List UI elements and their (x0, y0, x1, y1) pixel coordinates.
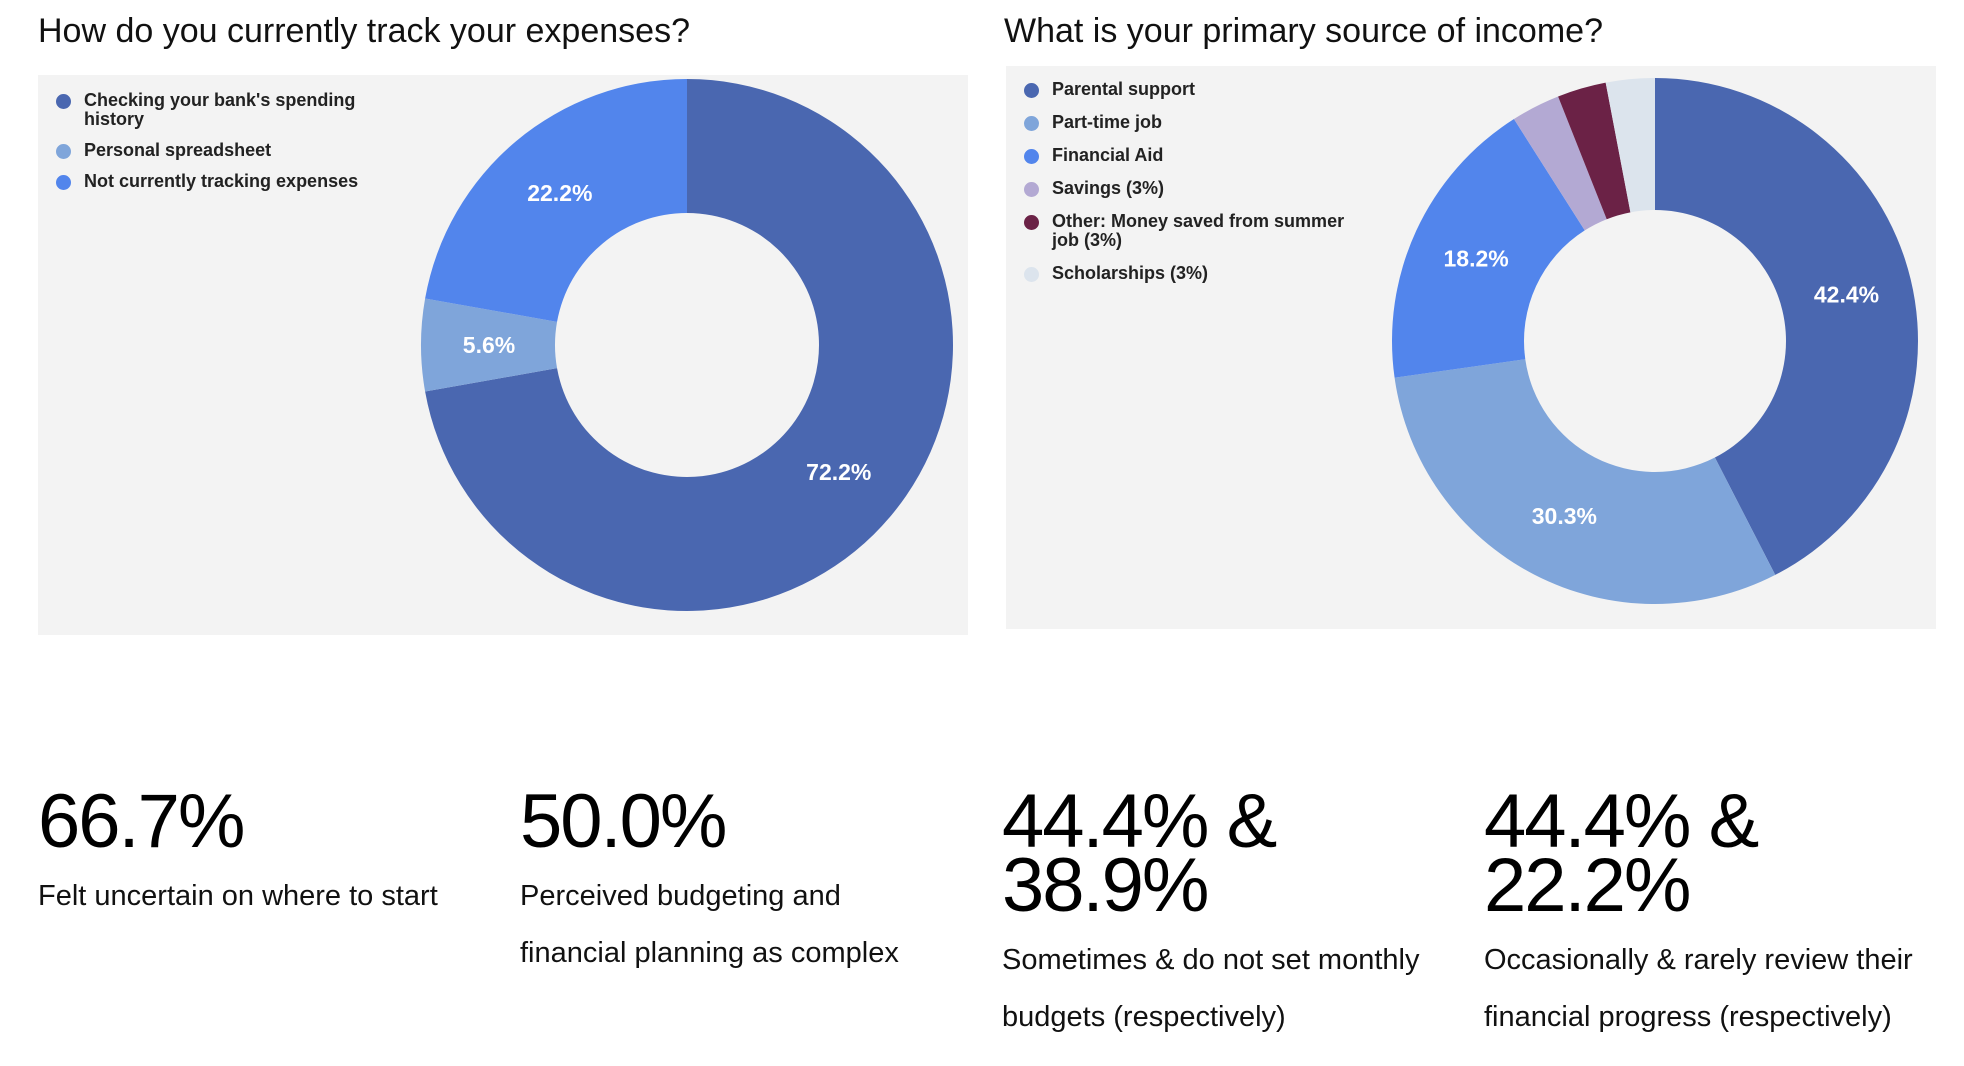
legend-swatch-icon (56, 175, 71, 190)
legend-swatch-icon (56, 144, 71, 159)
slice-label-income-0: 42.4% (1814, 282, 1879, 308)
legend-label: Not currently tracking expenses (84, 171, 359, 191)
chart-legend-income: Parental support Part-time job Financial A… (1024, 80, 1354, 297)
legend-swatch-icon (1024, 182, 1039, 197)
stat-description: Occasionally & rarely review their finan… (1484, 944, 1913, 1033)
donut-slice-income-4 (1558, 82, 1631, 220)
donut-slice-expenses-2 (425, 79, 687, 322)
donut-slice-income-0 (1655, 78, 1918, 575)
legend-label: Scholarships (3%) (1052, 263, 1209, 283)
legend-item: Checking your bank's spending history (56, 91, 416, 129)
slice-label-income-2: 18.2% (1444, 245, 1509, 271)
legend-label: Part-time job (1052, 112, 1163, 132)
legend-item: Not currently tracking expenses (56, 172, 416, 191)
legend-label: Personal spreadsheet (84, 140, 272, 160)
donut-slice-expenses-0 (425, 79, 953, 611)
stat-uncertain: 66.7% Felt uncertain on where to start (38, 779, 498, 925)
stat-description: Felt uncertain on where to start (38, 880, 438, 912)
legend-label: Savings (3%) (1052, 178, 1165, 198)
chart-legend-expenses: Checking your bank's spending history Per… (56, 91, 416, 203)
legend-item: Personal spreadsheet (56, 141, 416, 160)
legend-item: Parental support (1024, 80, 1354, 99)
stat-value: 44.4% & 22.2% (1484, 779, 1759, 928)
stat-description: Perceived budgeting and financial planni… (520, 880, 899, 969)
donut-slice-income-3 (1513, 96, 1607, 231)
legend-swatch-icon (1024, 267, 1039, 282)
legend-item: Other: Money saved from summer job (3%) (1024, 212, 1354, 250)
donut-chart-income: 42.4% 30.3% 18.2% (1392, 78, 1918, 604)
donut-slice-income-2 (1392, 119, 1585, 378)
legend-item: Financial Aid (1024, 146, 1354, 165)
donut-chart-expenses: 72.2% 5.6% 22.2% (421, 79, 953, 611)
stat-monthly-budgets: 44.4% & 38.9% Sometimes & do not set mon… (1002, 779, 1462, 1046)
stat-value: 50.0% (520, 779, 728, 864)
stat-value: 66.7% (38, 779, 246, 864)
legend-item: Part-time job (1024, 113, 1354, 132)
stat-financial-progress: 44.4% & 22.2% Occasionally & rarely revi… (1484, 779, 1944, 1046)
donut-slice-income-5 (1605, 78, 1655, 213)
legend-swatch-icon (1024, 116, 1039, 131)
donut-slice-income-1 (1394, 359, 1776, 604)
legend-item: Savings (3%) (1024, 179, 1354, 198)
legend-item: Scholarships (3%) (1024, 264, 1354, 283)
donut-slice-expenses-1 (421, 298, 558, 392)
slice-label-income-1: 30.3% (1532, 503, 1597, 529)
stat-value: 44.4% & 38.9% (1002, 779, 1277, 928)
chart-panel-expenses: Checking your bank's spending history Per… (38, 75, 968, 635)
legend-swatch-icon (1024, 149, 1039, 164)
legend-swatch-icon (1024, 83, 1039, 98)
slice-label-expenses-2: 22.2% (527, 180, 592, 206)
legend-label: Financial Aid (1052, 145, 1164, 165)
legend-swatch-icon (1024, 215, 1039, 230)
legend-swatch-icon (56, 94, 71, 109)
slice-label-expenses-1: 5.6% (463, 332, 515, 358)
slice-label-expenses-0: 72.2% (806, 459, 871, 485)
chart-panel-income: Parental support Part-time job Financial A… (1006, 66, 1936, 629)
stat-complex: 50.0% Perceived budgeting and financial … (520, 779, 980, 982)
stat-description: Sometimes & do not set monthly budgets (… (1002, 944, 1420, 1033)
legend-label: Parental support (1052, 79, 1196, 99)
chart-title-expenses: How do you currently track your expenses… (38, 12, 690, 50)
legend-label: Other: Money saved from summer job (3%) (1052, 211, 1345, 250)
legend-label: Checking your bank's spending history (84, 90, 356, 129)
chart-title-income: What is your primary source of income? (1004, 12, 1603, 50)
